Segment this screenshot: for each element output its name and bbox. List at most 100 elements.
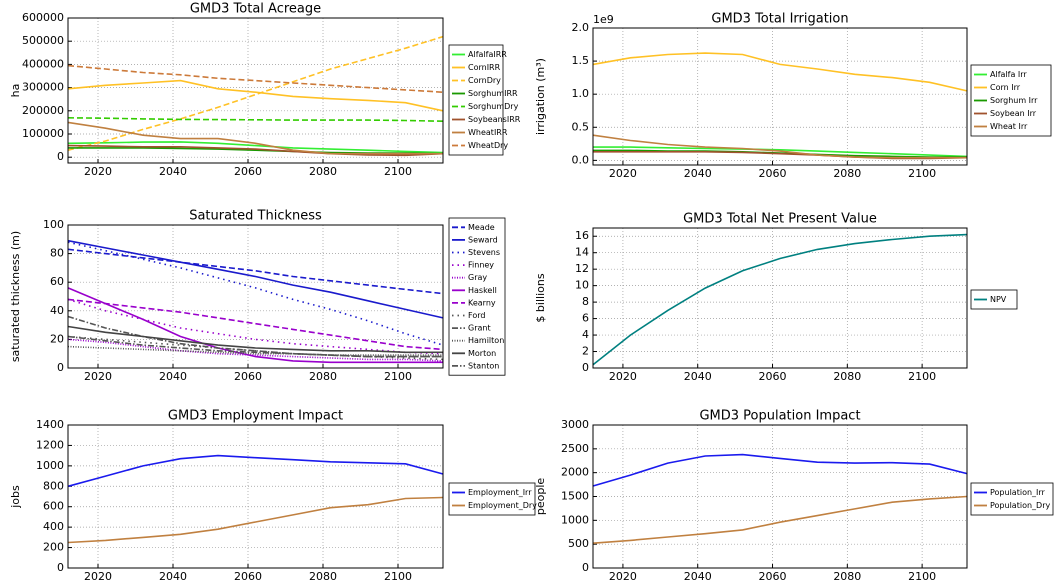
series-line [67,141,444,154]
chart: GMD3 Population Impact people 0 500 1000 1500… [534,409,1054,580]
legend-label: SorghumDry [468,102,519,111]
legend: Employment_Irr Employment_Dry [448,482,537,516]
x-tick-label: 2060 [234,370,262,383]
x-tick-label: 2060 [234,570,262,580]
x-tick-label: 2020 [609,570,637,580]
legend-label: Population_Irr [990,488,1046,497]
x-tick-label: 2080 [833,570,861,580]
chart-title: GMD3 Total Irrigation [711,12,848,27]
legend-label: Soybean Irr [990,109,1037,118]
y-tick-label: 1000 [36,459,64,472]
y-axis-label: ha [9,84,22,98]
x-tick-label: 2020 [84,370,112,383]
x-tick-label: 2080 [833,370,861,383]
chart-title: Saturated Thickness [189,209,322,224]
x-tick-label: 2040 [159,370,187,383]
y-tick-label: 40 [50,304,64,317]
legend-box [970,289,1018,310]
chart-title: GMD3 Total Acreage [190,2,321,17]
series-line [67,338,444,362]
x-tick-label: 2020 [84,165,112,178]
legend-label: CornDry [468,76,501,85]
y-tick-label: 600000 [22,11,64,24]
y-axis-label: jobs [9,485,22,509]
y-tick-label: 1.0 [572,87,590,100]
y-tick-label: 2000 [561,466,589,479]
x-tick-label: 2040 [684,167,712,180]
series-line [67,335,443,358]
plot-frame [67,424,444,569]
chart: Saturated Thickness saturated thickness (… [9,209,506,383]
legend-label: WheatDry [468,141,508,150]
legend-label: CornIRR [468,63,501,72]
series-line [67,79,444,112]
legend-label: Alfalfa Irr [990,70,1027,79]
x-tick-label: 2080 [309,165,337,178]
x-tick-label: 2100 [908,167,936,180]
legend-label: AlfalfaIRR [468,50,507,59]
plot-frame [67,224,444,369]
x-tick-label: 2080 [833,167,861,180]
y-tick-label: 8 [582,295,589,308]
y-axis-label: people [534,478,547,516]
plot-frame [592,27,968,166]
x-tick-label: 2060 [234,165,262,178]
series-line [67,454,444,488]
series-line [67,117,444,122]
y-tick-label: 0.0 [572,153,590,166]
y-tick-label: 100000 [22,127,64,140]
x-tick-label: 2040 [159,570,187,580]
legend-box [448,482,536,516]
series-line [67,239,444,319]
legend-box [448,217,506,376]
y-tick-label: 0 [582,361,589,374]
legend-label: Gray [468,273,487,282]
x-tick-label: 2100 [384,570,412,580]
x-tick-label: 2100 [384,370,412,383]
series-line [592,134,967,159]
series-line [67,64,444,93]
x-tick-label: 2060 [759,370,787,383]
chart-title: GMD3 Employment Impact [168,409,343,424]
x-tick-label: 2060 [759,167,787,180]
plot-frame [592,424,968,569]
y-tick-label: 500 [568,537,589,550]
chart: GMD3 Total Acreage ha 0 100000 200000 300000 4… [9,2,521,179]
legend-label: SoybeansIRR [468,115,521,124]
y-tick-label: 14 [575,246,589,259]
series-line [67,298,444,355]
y-tick-label: 1400 [36,418,64,431]
x-tick-label: 2040 [684,370,712,383]
chart-title: GMD3 Population Impact [699,409,860,424]
legend-box [970,482,1054,516]
legend-label: WheatIRR [468,128,508,137]
series-line [67,335,444,361]
x-tick-label: 2020 [84,570,112,580]
legend-label: Wheat Irr [990,122,1028,131]
legend-label: Meade [468,223,495,232]
legend-label: Haskell [468,286,497,295]
legend-label: Sorghum Irr [990,96,1038,105]
y-tick-label: 2500 [561,442,589,455]
legend-label: Corn Irr [990,83,1021,92]
series-line [67,241,444,346]
y-tick-label: 500000 [22,34,64,47]
y-tick-label: 3000 [561,418,589,431]
legend: NPV [970,289,1018,310]
y-tick-label: 300000 [22,81,64,94]
y-tick-label: 0 [57,150,64,163]
y-offset-label: 1e9 [593,13,614,26]
y-tick-label: 2.0 [572,21,590,34]
y-tick-label: 12 [575,262,589,275]
x-tick-label: 2040 [159,165,187,178]
legend: AlfalfaIRR CornIRR CornDry SorghumIRR Sorghu… [448,44,521,156]
y-tick-label: 1500 [561,490,589,503]
legend-label: Grant [468,324,491,333]
x-tick-label: 2040 [684,570,712,580]
chart: GMD3 Total Net Present Value $ billions 0 2… [534,212,1018,383]
legend-label: Stanton [468,361,499,370]
legend-label: Morton [468,349,496,358]
series-line [67,298,444,351]
plot-frame [592,227,968,369]
